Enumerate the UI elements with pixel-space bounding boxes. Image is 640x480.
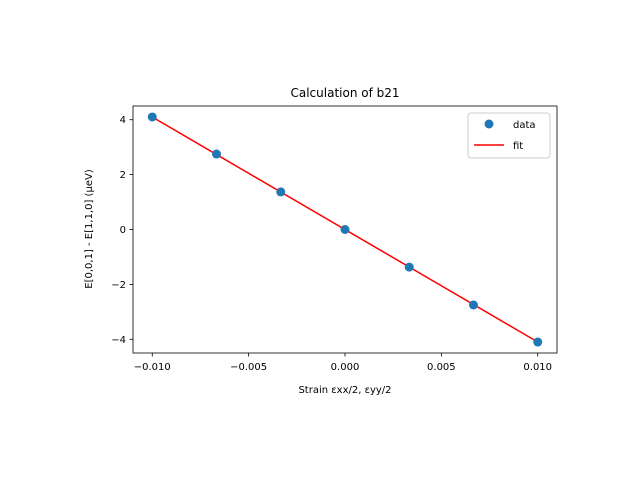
data-point bbox=[212, 149, 222, 159]
y-tick-label: 4 bbox=[120, 115, 126, 126]
chart-title: Calculation of b21 bbox=[290, 86, 399, 100]
data-point bbox=[147, 112, 157, 122]
y-axis: 4 2 0 −2 −4 bbox=[111, 115, 133, 346]
x-tick-label: −0.010 bbox=[134, 362, 171, 373]
x-axis: −0.010 −0.005 0.000 0.005 0.010 bbox=[134, 353, 552, 373]
data-point bbox=[276, 187, 286, 197]
data-point bbox=[468, 300, 478, 310]
y-axis-label: E[0,0,1] - E[1,1,0] (μeV) bbox=[84, 169, 95, 289]
plot-area bbox=[147, 112, 543, 347]
data-point bbox=[533, 337, 543, 347]
y-tick-label: −2 bbox=[111, 280, 126, 291]
legend-data-label: data bbox=[513, 120, 536, 131]
data-point bbox=[404, 262, 414, 272]
data-point bbox=[340, 225, 350, 234]
y-tick-label: 2 bbox=[120, 170, 126, 181]
legend: data fit bbox=[467, 112, 551, 159]
legend-data-marker bbox=[484, 119, 494, 129]
legend-frame bbox=[467, 112, 551, 159]
y-tick-label: 0 bbox=[120, 225, 126, 236]
x-tick-label: 0.000 bbox=[331, 362, 360, 373]
x-tick-label: 0.010 bbox=[523, 362, 552, 373]
y-tick-label: −4 bbox=[111, 335, 126, 346]
x-tick-label: −0.005 bbox=[230, 362, 267, 373]
x-axis-label: Strain εxx/2, εyy/2 bbox=[298, 385, 391, 396]
x-tick-label: 0.005 bbox=[427, 362, 456, 373]
legend-fit-label: fit bbox=[513, 141, 523, 152]
